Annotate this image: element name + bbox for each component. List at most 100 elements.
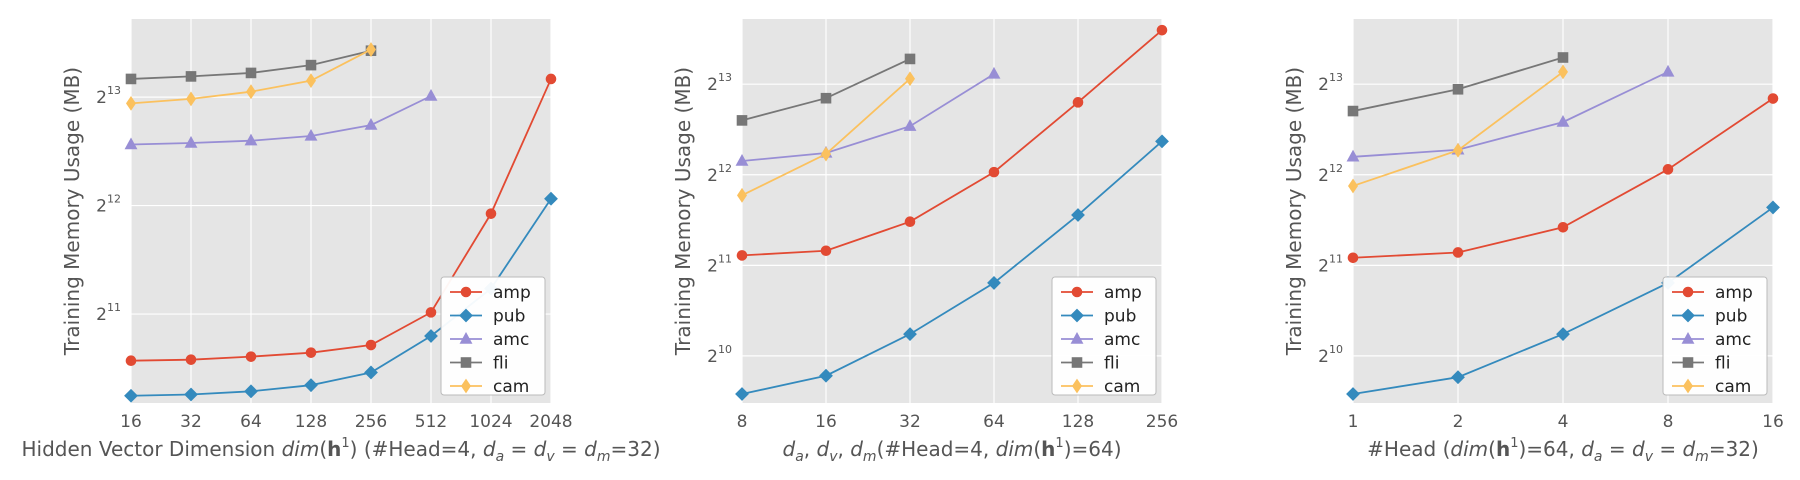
y-tick-exponent: 11 [1329, 252, 1343, 265]
y-tick-label: 212 [1318, 162, 1343, 186]
data-point-amp [1072, 97, 1084, 108]
x-axis-label-part: d [1632, 437, 1645, 461]
series-line-amc [741, 73, 995, 162]
x-tick-label: 64 [240, 412, 262, 432]
x-axis-label-part: (#Head=4, [877, 437, 996, 461]
x-axis-label-part: dim [996, 437, 1034, 461]
x-tick-label: 2048 [529, 412, 572, 432]
x-axis-label-part: =32) [1709, 437, 1759, 461]
data-point-amc [244, 133, 258, 146]
legend-label-fli: fli [1104, 354, 1119, 374]
data-point-fli [1452, 83, 1464, 95]
data-point-cam [185, 91, 197, 107]
y-tick-exponent: 13 [107, 84, 121, 97]
x-axis-label-part: )=64) [1064, 437, 1122, 461]
data-point-amc [1661, 64, 1675, 77]
data-point-cam [820, 146, 832, 162]
data-point-amp [1662, 164, 1674, 175]
y-tick-label: 213 [707, 71, 732, 95]
data-point-cam [904, 71, 916, 87]
data-point-amp [1156, 24, 1168, 36]
data-point-pub [1556, 327, 1570, 342]
legend-label-pub: pub [493, 307, 525, 327]
y-tick-exponent: 12 [107, 193, 121, 206]
data-point-amp [1452, 247, 1464, 258]
series-line-amc [130, 95, 432, 146]
x-tick-label: 8 [1663, 412, 1674, 432]
data-point-pub [184, 387, 198, 402]
x-axis-label-part: d [817, 437, 830, 461]
data-point-amc [987, 66, 1001, 79]
x-axis-label-part: ) (#Head=4, [350, 437, 483, 461]
data-point-pub [903, 327, 917, 342]
x-axis-label: da, dv, dm(#Head=4, dim(h1)=64) [782, 436, 1121, 465]
x-axis-label-part: dim [282, 437, 320, 461]
data-point-fli [185, 71, 197, 82]
data-point-pub [544, 191, 558, 206]
x-axis-label-part: = [504, 437, 533, 461]
legend-marker-amc [459, 331, 473, 344]
y-tick-exponent: 12 [718, 162, 732, 175]
data-point-amc [1556, 115, 1570, 127]
x-axis-label-part: h [327, 437, 341, 461]
legend-label-cam: cam [1715, 377, 1751, 397]
y-tick-label: 211 [96, 301, 121, 325]
data-point-cam [1557, 64, 1569, 80]
data-point-amp [988, 166, 1000, 178]
x-axis-label-part: Hidden Vector Dimension [22, 437, 282, 461]
data-point-pub [1155, 134, 1169, 149]
y-tick-exponent: 12 [1329, 162, 1343, 175]
x-axis-label-part: h [1496, 437, 1510, 461]
y-axis-label: Training Memory Usage (MB) [60, 67, 84, 356]
data-point-amp [1767, 93, 1779, 104]
chart-panel-2: 8 16 32 64 128 256 210 211 212 213 Training Memory… [671, 19, 1178, 465]
x-axis-label-part: a [795, 449, 804, 465]
x-axis-label-part: , [804, 437, 817, 461]
legend-marker-pub [1681, 308, 1695, 323]
y-tick-label: 213 [96, 84, 121, 108]
data-point-pub [124, 388, 138, 403]
data-point-amc [304, 128, 318, 141]
y-tick-exponent: 10 [718, 343, 732, 356]
series-line-amp [741, 29, 1163, 257]
x-tick-label: 8 [737, 412, 748, 432]
data-point-pub [244, 384, 258, 399]
y-tick-label: 211 [707, 252, 732, 276]
x-axis-label: Hidden Vector Dimension dim(h1) (#Head=4… [22, 436, 661, 465]
data-point-fli [820, 92, 832, 104]
x-axis-label-part: 1 [341, 436, 349, 451]
legend-label-fli: fli [1715, 354, 1730, 374]
legend-label-amp: amp [493, 283, 531, 303]
data-point-amp [736, 250, 748, 261]
data-point-amc [364, 118, 378, 130]
y-tick-label: 212 [96, 193, 121, 217]
y-tick-label: 211 [1318, 252, 1343, 276]
legend-marker-pub [1070, 308, 1084, 323]
data-point-amp [425, 307, 437, 318]
data-point-cam [736, 187, 748, 203]
x-axis-label-part: a [496, 449, 505, 465]
data-point-fli [904, 53, 916, 65]
data-point-cam [365, 42, 377, 57]
x-tick-label: 16 [815, 412, 837, 432]
data-point-cam [1452, 142, 1464, 158]
x-axis-label-part: h [1041, 437, 1055, 461]
legend-label-pub: pub [1715, 307, 1747, 327]
y-tick-exponent: 11 [718, 252, 732, 265]
x-axis-label-part: m [597, 449, 611, 465]
x-axis-label-part: v [546, 449, 555, 465]
y-tick-label: 210 [707, 343, 732, 367]
data-point-fli [1557, 52, 1569, 63]
series-line-amc [1352, 71, 1669, 158]
series-line-amp [130, 78, 552, 362]
data-point-pub [304, 378, 318, 393]
legend-marker-fli [1682, 357, 1694, 368]
legend-label-fli: fli [493, 354, 508, 374]
data-point-amp [245, 351, 257, 362]
data-point-amp [904, 216, 916, 228]
data-point-amc [124, 137, 138, 150]
x-axis-label-part: a [1594, 449, 1603, 465]
data-point-amc [1346, 149, 1360, 162]
x-axis-label-part: #Head ( [1367, 437, 1450, 461]
